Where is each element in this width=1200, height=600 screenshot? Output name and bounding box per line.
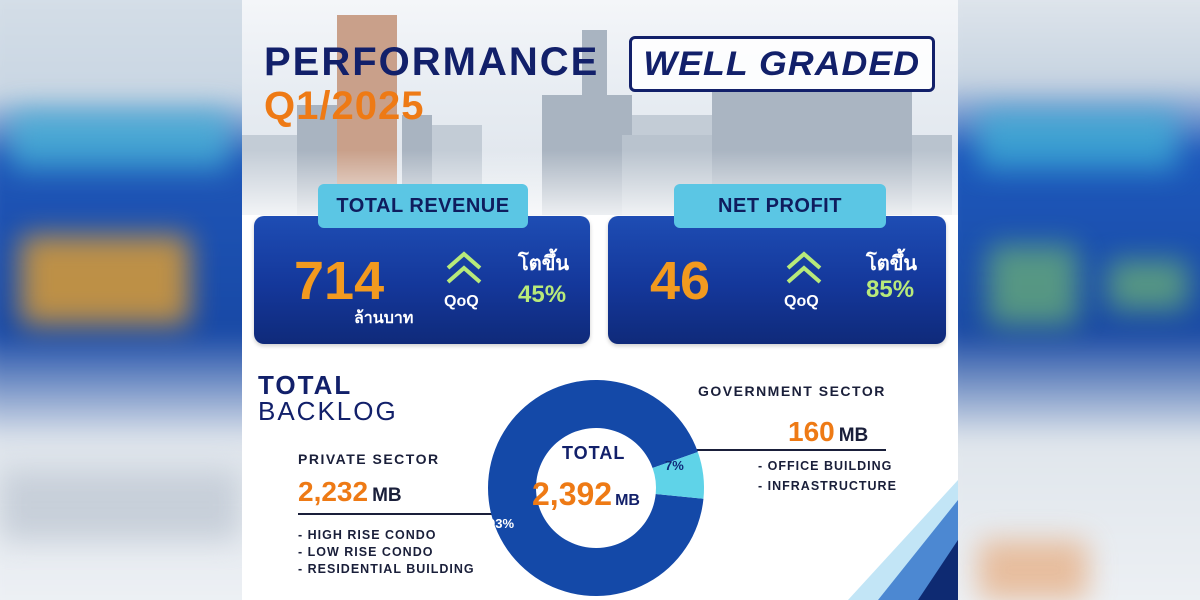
backlog-title-line2: BACKLOG (258, 396, 398, 426)
profit-card (608, 216, 946, 344)
chevron-up-icon (786, 251, 822, 284)
profit-growth-pct: 85% (866, 276, 915, 303)
backlog-donut-chart (488, 380, 704, 597)
profit-label-tab: NET PROFIT (674, 184, 886, 228)
revenue-value: 714 (294, 251, 385, 311)
private-slice-label: 93% (488, 516, 515, 531)
government-slice-label: 7% (665, 458, 684, 473)
blurred-background-left (0, 0, 242, 600)
backlog-title-line1: TOTAL (258, 370, 353, 400)
blurred-background-right (958, 0, 1200, 600)
revenue-qoq-label: QoQ (444, 293, 479, 310)
private-sector-label: PRIVATE SECTOR (298, 451, 440, 467)
revenue-growth-word: โตขึ้น (518, 253, 570, 275)
private-sector-slice (488, 380, 704, 597)
government-sector-value: 160 MB (788, 416, 869, 447)
profit-growth-word: โตขึ้น (866, 253, 918, 275)
page-title: PERFORMANCE (264, 40, 600, 84)
decorative-corner-shape (848, 480, 958, 600)
government-divider (696, 449, 886, 451)
government-item: - OFFICE BUILDING (758, 459, 893, 473)
revenue-card (254, 216, 590, 344)
government-item: - INFRASTRUCTURE (758, 479, 897, 493)
badge-text: WELL GRADED (643, 44, 921, 83)
revenue-unit: ล้านบาท (354, 310, 414, 327)
well-graded-badge: WELL GRADED (629, 36, 935, 92)
performance-poster: PERFORMANCE Q1/2025 WELL GRADED TOTAL RE… (242, 0, 958, 600)
donut-total-label: TOTAL (562, 443, 626, 463)
chevron-up-icon (446, 251, 482, 284)
government-sector-label: GOVERNMENT SECTOR (698, 383, 886, 399)
private-sector-value: 2,232 MB (298, 476, 402, 507)
profit-value: 46 (650, 251, 711, 311)
donut-total-value: 2,392 MB (532, 476, 640, 512)
period-label: Q1/2025 (264, 84, 425, 128)
private-item: - HIGH RISE CONDO (298, 528, 437, 542)
private-divider (298, 513, 498, 515)
private-item: - LOW RISE CONDO (298, 545, 434, 559)
profit-qoq-label: QoQ (784, 293, 819, 310)
revenue-growth-pct: 45% (518, 281, 567, 308)
revenue-label-tab: TOTAL REVENUE (318, 184, 528, 228)
government-sector-slice (652, 451, 704, 499)
private-item: - RESIDENTIAL BUILDING (298, 562, 475, 576)
